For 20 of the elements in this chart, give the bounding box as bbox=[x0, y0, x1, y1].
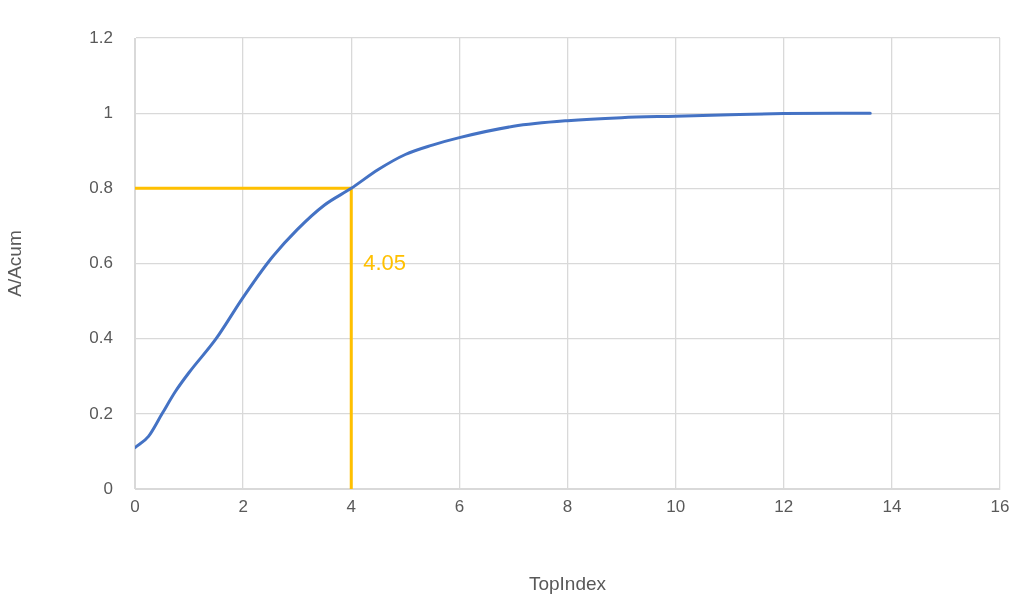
x-axis-title: TopIndex bbox=[528, 572, 607, 594]
x-tick-label: 14 bbox=[882, 496, 902, 516]
line-series bbox=[135, 111, 872, 450]
x-tick-label: 0 bbox=[130, 496, 140, 516]
y-tick-label: 0 bbox=[103, 478, 113, 498]
x-tick-label: 6 bbox=[454, 496, 465, 516]
x-tick-label: 16 bbox=[990, 496, 1010, 516]
y-tick-label: 0.6 bbox=[89, 253, 113, 273]
y-axis-title: A/Acum bbox=[3, 230, 25, 297]
annotation: 4.05 bbox=[363, 249, 407, 275]
y-tick-label: 0.4 bbox=[89, 328, 113, 348]
x-tick-label: 10 bbox=[666, 496, 686, 516]
y-tick-label: 1 bbox=[103, 102, 113, 122]
x-tick-label: 2 bbox=[238, 496, 248, 516]
y-tick-label: 0.2 bbox=[89, 403, 113, 423]
x-tick-label: 8 bbox=[562, 496, 573, 516]
x-tick-label: 4 bbox=[346, 496, 356, 516]
y-tick-label: 1.2 bbox=[89, 27, 113, 47]
x-tick-label: 12 bbox=[774, 496, 794, 516]
y-tick-label: 0.8 bbox=[89, 178, 113, 198]
